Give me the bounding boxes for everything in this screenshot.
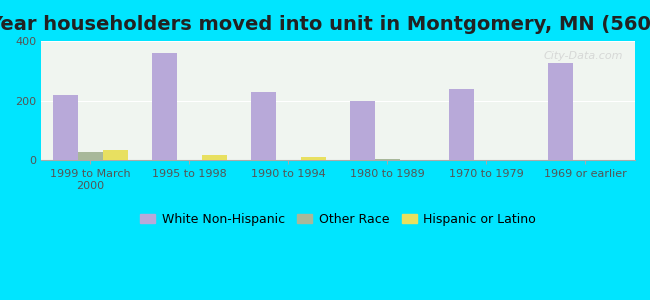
Bar [350,101,375,160]
Bar [103,149,127,160]
Bar [301,157,326,160]
Bar [78,152,103,160]
Bar [202,154,227,160]
Title: Year householders moved into unit in Montgomery, MN (56069): Year householders moved into unit in Mon… [0,15,650,34]
Text: City-Data.com: City-Data.com [543,51,623,61]
Bar [152,53,177,160]
Legend: White Non-Hispanic, Other Race, Hispanic or Latino: White Non-Hispanic, Other Race, Hispanic… [135,208,541,231]
Bar [252,92,276,160]
Bar [53,94,78,160]
Bar [449,88,474,160]
Bar [375,159,400,160]
Bar [549,63,573,160]
